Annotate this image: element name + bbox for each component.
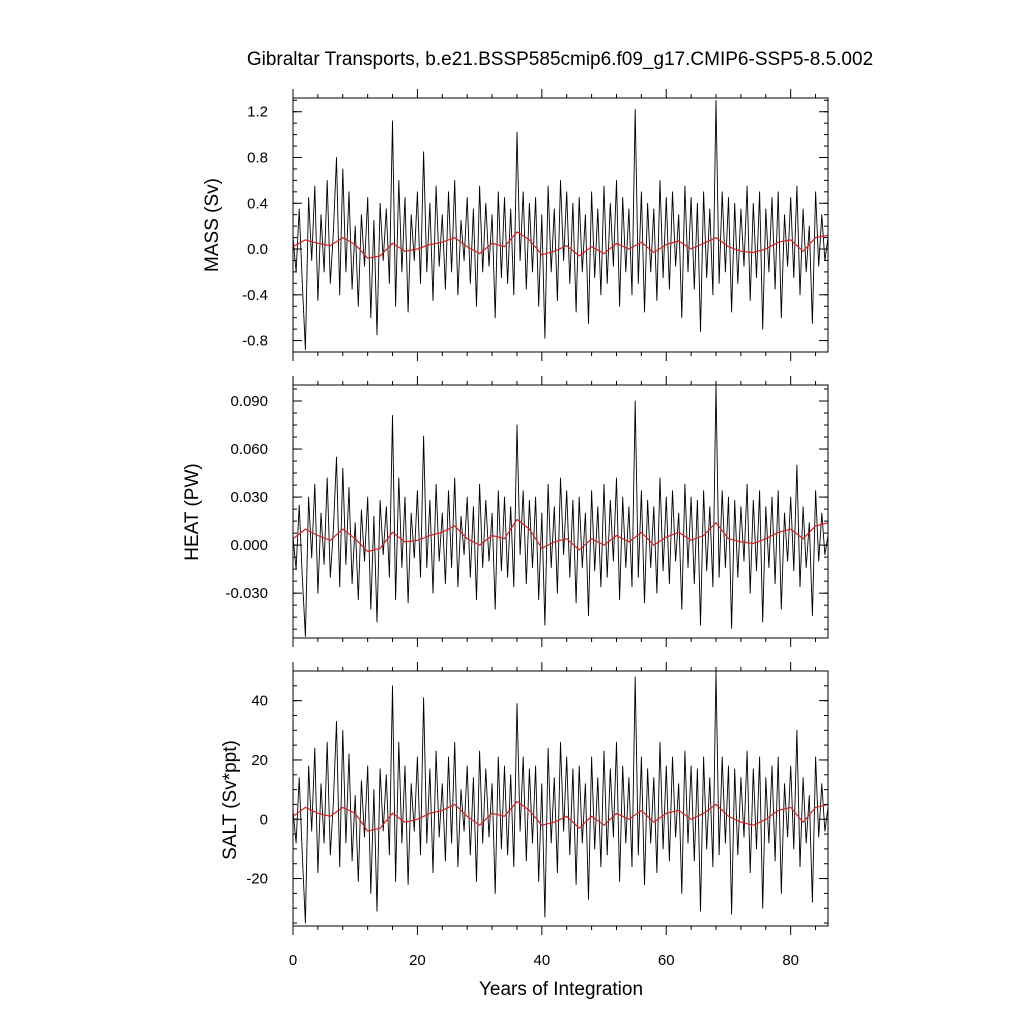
x-tick-label: 80 [782, 952, 799, 969]
x-tick-label: 60 [658, 952, 675, 969]
salt-plot-frame [292, 670, 829, 927]
heat-ytick-label: 0.060 [230, 441, 268, 458]
heat-ylabel: HEAT (PW) [182, 463, 203, 560]
mass-ytick-label: 0.0 [247, 241, 268, 258]
mass-ytick-label: 0.4 [247, 195, 268, 212]
mass-series-raw [292, 99, 829, 351]
panel-heat: HEAT (PW) -0.030 0.000 0.030 0.060 0.090 [182, 376, 829, 647]
salt-series-smoothed [292, 800, 829, 832]
mass-plot-frame [292, 97, 829, 353]
x-axis-label: Years of Integration [479, 979, 643, 1000]
salt-ytick-label: 20 [251, 752, 268, 769]
x-tick-label: 40 [533, 952, 550, 969]
heat-ytick-label: 0.000 [230, 537, 268, 554]
panel-salt: SALT (Sv*ppt) -20 0 20 40 0 20 40 60 80 [220, 662, 829, 969]
salt-ytick-label: -20 [246, 871, 268, 888]
mass-ytick-label: -0.8 [242, 333, 268, 350]
heat-ytick-label: 0.030 [230, 489, 268, 506]
mass-ytick-label: -0.4 [242, 287, 268, 304]
mass-ytick-label: 1.2 [247, 104, 268, 121]
panel-mass: MASS (Sv) -0.8 -0.4 0.0 0.4 0.8 1.2 [202, 89, 829, 361]
salt-ytick-label: 40 [251, 693, 268, 710]
heat-series-smoothed [292, 518, 829, 553]
heat-series-raw [292, 384, 829, 637]
mass-series-smoothed [292, 231, 829, 259]
mass-ytick-label: 0.8 [247, 149, 268, 166]
salt-series-raw [292, 670, 829, 924]
salt-ytick-label: 0 [260, 811, 268, 828]
mass-ylabel: MASS (Sv) [202, 178, 223, 272]
chart-title: Gibraltar Transports, b.e21.BSSP585cmip6… [247, 49, 873, 70]
heat-ytick-label: -0.030 [225, 585, 268, 602]
heat-plot-frame [292, 384, 829, 639]
x-tick-label: 0 [289, 952, 297, 969]
heat-ytick-label: 0.090 [230, 393, 268, 410]
x-tick-label: 20 [409, 952, 426, 969]
salt-ylabel: SALT (Sv*ppt) [220, 740, 241, 860]
